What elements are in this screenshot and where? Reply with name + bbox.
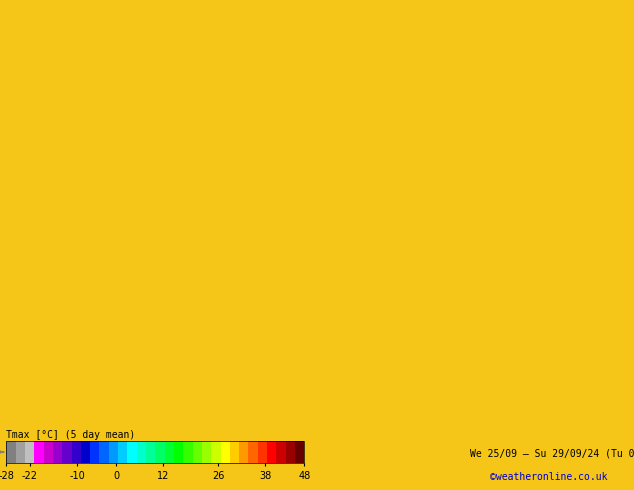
Text: Tmax [°C] (5 day mean): Tmax [°C] (5 day mean) [6, 430, 136, 440]
Text: We 25/09 – Su 29/09/24 (Tu 00): We 25/09 – Su 29/09/24 (Tu 00) [470, 449, 634, 459]
Text: ©weatheronline.co.uk: ©weatheronline.co.uk [490, 472, 607, 482]
